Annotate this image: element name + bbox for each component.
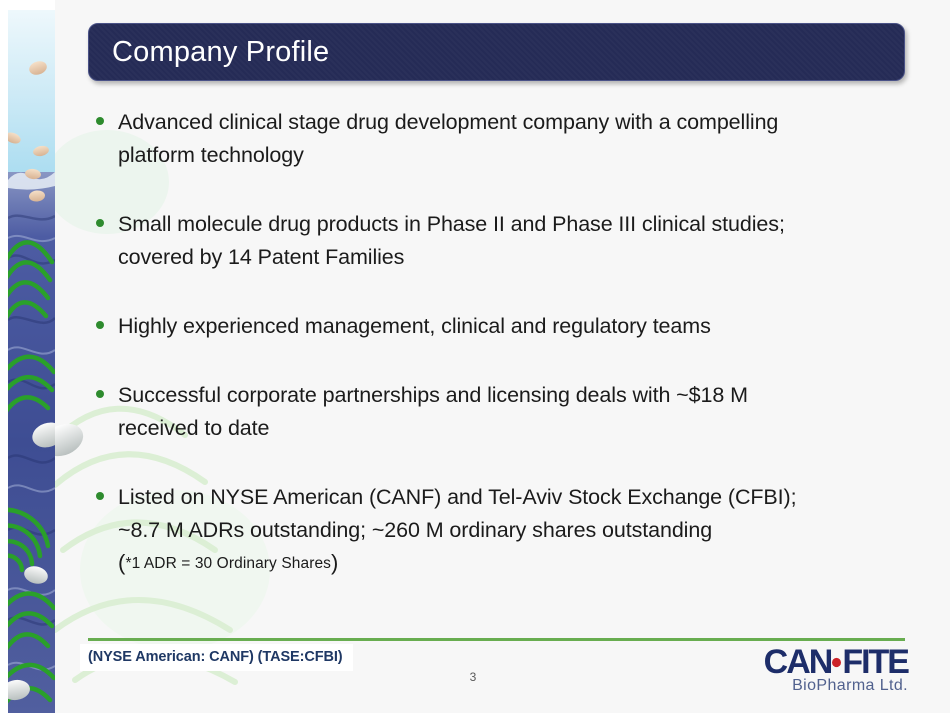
logo-brand-left: CAN bbox=[763, 642, 834, 682]
logo-red-dot-icon bbox=[832, 657, 842, 668]
footnote-open-paren: ( bbox=[118, 550, 126, 575]
bullet-item: Listed on NYSE American (CANF) and Tel-A… bbox=[96, 481, 896, 576]
slide-title-bar: Company Profile bbox=[88, 23, 905, 81]
bullet-item: Successful corporate partnerships and li… bbox=[96, 379, 896, 445]
bullet-footnote: (*1 ADR = 30 Ordinary Shares) bbox=[118, 551, 796, 576]
footer-divider bbox=[88, 638, 905, 641]
bullet-dot-icon bbox=[96, 321, 104, 329]
logo-subtitle: BioPharma Ltd. bbox=[792, 677, 908, 694]
ticker-label: (NYSE American: CANF) (TASE:CFBI) bbox=[88, 649, 343, 665]
logo-brand-right: FITE bbox=[842, 642, 910, 682]
bullet-dot-icon bbox=[96, 390, 104, 398]
cell-artwork-strip bbox=[8, 10, 55, 713]
ticker-box: (NYSE American: CANF) (TASE:CFBI) bbox=[80, 644, 353, 671]
bullet-line: Listed on NYSE American (CANF) and Tel-A… bbox=[118, 485, 797, 509]
logo-brand: CAN FITE bbox=[764, 645, 910, 680]
bullet-item: Small molecule drug products in Phase II… bbox=[96, 208, 896, 274]
bullet-line: covered by 14 Patent Families bbox=[118, 245, 405, 269]
bullet-text: Listed on NYSE American (CANF) and Tel-A… bbox=[118, 481, 797, 576]
bullet-line: Successful corporate partnerships and li… bbox=[118, 383, 748, 407]
bullet-dot-icon bbox=[96, 492, 104, 500]
footnote-text: *1 ADR = 30 Ordinary Shares bbox=[125, 555, 332, 572]
bullet-line: ~8.7 M ADRs outstanding; ~260 M ordinary… bbox=[118, 518, 713, 542]
bullet-line: received to date bbox=[118, 416, 270, 440]
pill-icons bbox=[8, 61, 55, 701]
bullet-line: Highly experienced management, clinical … bbox=[118, 314, 711, 338]
footnote-close-paren: ) bbox=[331, 550, 339, 575]
bullet-text: Small molecule drug products in Phase II… bbox=[118, 208, 785, 274]
bullet-text: Advanced clinical stage drug development… bbox=[118, 106, 778, 172]
bullet-line: platform technology bbox=[118, 143, 304, 167]
page-number: 3 bbox=[469, 670, 477, 684]
bullet-line: Advanced clinical stage drug development… bbox=[118, 110, 779, 134]
bullet-line: Small molecule drug products in Phase II… bbox=[118, 212, 785, 236]
canfite-logo: CAN FITE BioPharma Ltd. bbox=[764, 645, 910, 694]
bullet-item: Advanced clinical stage drug development… bbox=[96, 106, 896, 172]
cell-artwork-image bbox=[8, 10, 55, 713]
bullet-text: Highly experienced management, clinical … bbox=[118, 310, 711, 343]
bullet-dot-icon bbox=[96, 117, 104, 125]
bullet-text: Successful corporate partnerships and li… bbox=[118, 379, 748, 445]
slide-title: Company Profile bbox=[112, 36, 330, 68]
bullet-list: Advanced clinical stage drug development… bbox=[96, 106, 896, 612]
bullet-dot-icon bbox=[96, 219, 104, 227]
bullet-item: Highly experienced management, clinical … bbox=[96, 310, 896, 343]
green-cell-arcs bbox=[8, 240, 55, 704]
